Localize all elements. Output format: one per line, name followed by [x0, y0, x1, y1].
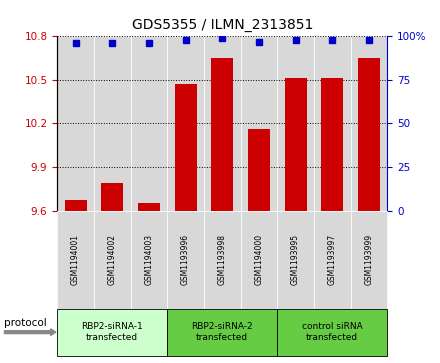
Bar — [138, 203, 160, 211]
Bar — [175, 84, 197, 211]
Text: RBP2-siRNA-2
transfected: RBP2-siRNA-2 transfected — [191, 322, 253, 342]
Text: protocol: protocol — [4, 318, 47, 328]
Text: RBP2-siRNA-1
transfected: RBP2-siRNA-1 transfected — [81, 322, 143, 342]
Bar — [57, 36, 94, 211]
Bar — [131, 36, 167, 211]
Bar — [94, 36, 131, 211]
Text: GSM1193998: GSM1193998 — [218, 234, 227, 285]
Text: control siRNA
transfected: control siRNA transfected — [302, 322, 363, 342]
Bar — [248, 129, 270, 211]
Bar — [65, 200, 87, 211]
Bar — [321, 78, 343, 211]
Bar — [351, 36, 387, 211]
Text: GSM1193995: GSM1193995 — [291, 234, 300, 285]
Text: GSM1194001: GSM1194001 — [71, 234, 80, 285]
Bar — [314, 36, 351, 211]
Bar — [204, 36, 241, 211]
Text: GSM1193997: GSM1193997 — [328, 234, 337, 285]
Bar — [211, 58, 233, 211]
Bar — [358, 58, 380, 211]
Text: GSM1194002: GSM1194002 — [108, 234, 117, 285]
Text: GSM1193996: GSM1193996 — [181, 234, 190, 285]
Text: GSM1193999: GSM1193999 — [364, 234, 374, 285]
Text: GSM1194003: GSM1194003 — [144, 234, 154, 285]
Bar — [167, 36, 204, 211]
Bar — [101, 183, 123, 211]
Title: GDS5355 / ILMN_2313851: GDS5355 / ILMN_2313851 — [132, 19, 313, 33]
Bar — [277, 36, 314, 211]
Bar — [241, 36, 277, 211]
Bar — [285, 78, 307, 211]
Text: GSM1194000: GSM1194000 — [254, 234, 264, 285]
